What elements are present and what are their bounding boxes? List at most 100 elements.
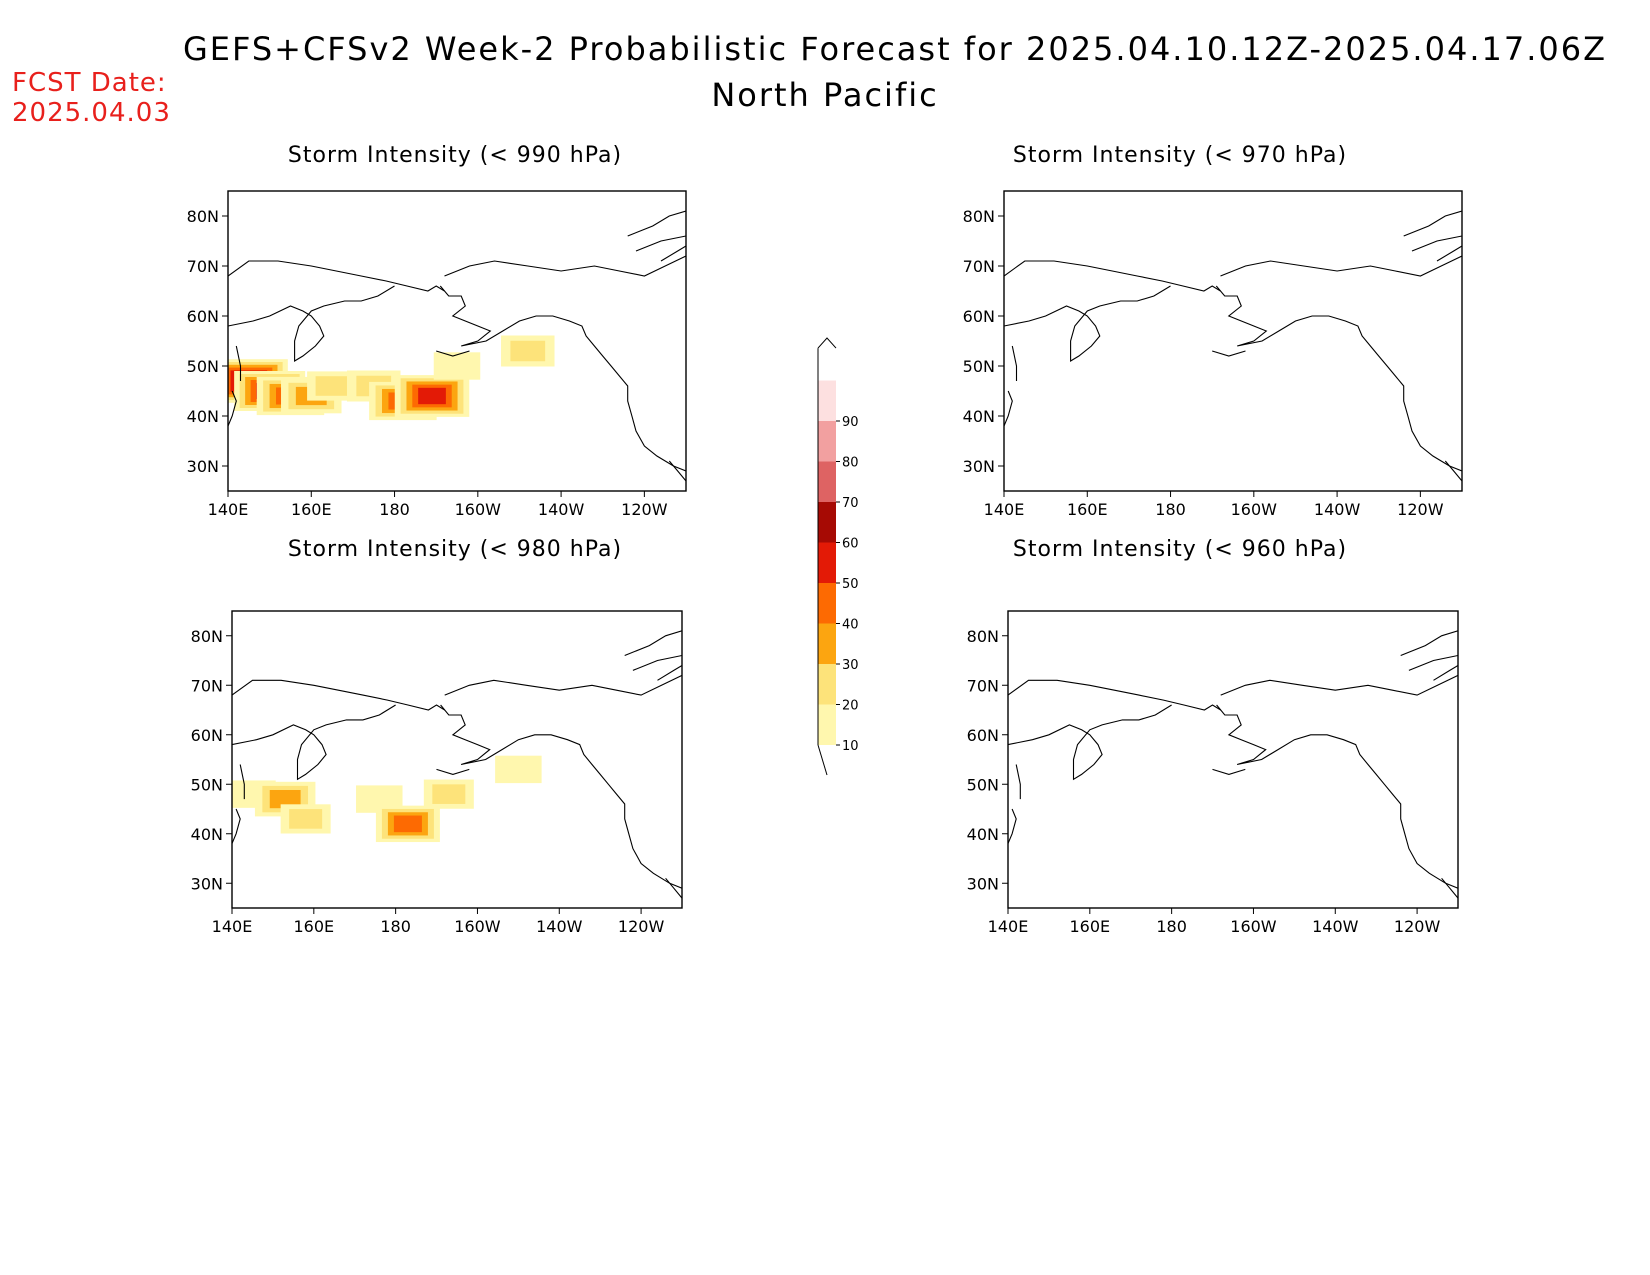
map-panel-0: 140E 160E 180 160W 140W 120W 80N 70N 60N 50N 40N 30… (187, 190, 687, 519)
colorbar-label: 60 (842, 537, 859, 552)
lon-tick-label: 180 (380, 917, 411, 936)
coastline (1212, 768, 1246, 775)
lon-tick-label: 140W (1312, 917, 1359, 936)
coastline (228, 285, 395, 362)
map-panel-3: 140E 160E 180 160W 140W 120W 80N 70N 60N 50N 40N 30… (967, 610, 1459, 936)
coastline (1408, 654, 1458, 671)
colorbar-bin (818, 623, 836, 664)
map-frame (1007, 610, 1459, 909)
lon-tick-label: 160W (1230, 917, 1277, 936)
colorbar-bin (818, 704, 836, 745)
coastline (1011, 345, 1018, 381)
lon-tick-label: 160W (454, 917, 501, 936)
region-subtitle: North Pacific (711, 76, 939, 114)
coastline (235, 345, 242, 381)
colorbar-top-cap (817, 337, 837, 349)
prob-cell (495, 755, 542, 784)
prob-cell (315, 376, 349, 396)
lon-tick-label: 140E (984, 500, 1025, 519)
lon-tick-label: 160E (291, 500, 332, 519)
map-panel-2: 140E 160E 180 160W 140W 120W 80N 70N 60N 50N 40N 30… (191, 610, 683, 936)
lat-tick-label: 40N (191, 825, 223, 844)
coastline (1004, 285, 1171, 362)
forecast-date-label: FCST Date: (12, 68, 167, 98)
prob-cell (432, 784, 466, 804)
coastline (1433, 665, 1458, 681)
coastline (232, 808, 241, 846)
lat-tick-label: 40N (963, 407, 995, 426)
colorbar-bin (818, 461, 836, 502)
lat-tick-label: 80N (967, 627, 999, 646)
panel-title-980: Storm Intensity (< 980 hPa) (287, 537, 623, 562)
coastline (1436, 245, 1462, 262)
forecast-date: FCST Date: 2025.04.03 (12, 68, 171, 128)
colorbar-bottom-cap (817, 744, 828, 776)
prob-cell (393, 815, 422, 833)
lat-tick-label: 60N (191, 726, 223, 745)
prob-cell (433, 352, 481, 380)
coastline (624, 630, 682, 657)
lat-tick-label: 50N (187, 357, 219, 376)
lat-tick-label: 30N (187, 457, 219, 476)
coastline (1411, 235, 1462, 252)
lat-tick-label: 70N (967, 676, 999, 695)
coastline (1008, 808, 1017, 846)
lat-tick-label: 40N (187, 407, 219, 426)
prob-cell (289, 809, 323, 829)
coastline (665, 877, 682, 899)
coastline (657, 665, 682, 681)
coastline (1220, 255, 1462, 277)
lon-tick-label: 160W (1231, 500, 1278, 519)
coastline (635, 235, 686, 252)
lat-tick-label: 30N (963, 457, 995, 476)
lon-tick-label: 120W (621, 500, 668, 519)
lat-tick-label: 60N (967, 726, 999, 745)
coastline (1441, 877, 1458, 899)
panel-title-970: Storm Intensity (< 970 hPa) (1012, 143, 1348, 168)
coastline (444, 674, 682, 696)
lon-tick-label: 140W (536, 917, 583, 936)
colorbar-bin (818, 542, 836, 583)
map-content (228, 210, 686, 482)
coastline (668, 460, 686, 482)
lon-tick-label: 120W (1394, 917, 1441, 936)
lon-tick-label: 160W (455, 500, 502, 519)
lon-tick-label: 160E (1069, 917, 1110, 936)
coastline (632, 654, 682, 671)
lat-tick-label: 70N (187, 257, 219, 276)
colorbar: 10 20 30 40 50 60 70 80 90 (817, 337, 859, 776)
lat-tick-label: 60N (187, 307, 219, 326)
lat-tick-label: 60N (963, 307, 995, 326)
map-content (1008, 630, 1458, 899)
coastline (1215, 285, 1462, 472)
map-panel-1: 140E 160E 180 160W 140W 120W 80N 70N 60N 50N 40N 30… (963, 190, 1463, 519)
colorbar-label: 70 (842, 496, 859, 511)
coastline (1015, 764, 1021, 800)
map-frame (1003, 190, 1463, 492)
lon-tick-label: 140E (208, 500, 249, 519)
colorbar-label: 10 (842, 739, 859, 754)
lon-tick-label: 140W (538, 500, 585, 519)
coastline (444, 255, 686, 277)
forecast-date-value: 2025.04.03 (12, 98, 171, 128)
lat-tick-label: 30N (967, 874, 999, 893)
coastline (1216, 704, 1458, 889)
coastline (228, 260, 445, 292)
lat-tick-label: 40N (967, 825, 999, 844)
coastline (627, 210, 686, 237)
lon-tick-label: 120W (1397, 500, 1444, 519)
lon-tick-label: 180 (379, 500, 410, 519)
lat-tick-label: 70N (963, 257, 995, 276)
colorbar-bin (818, 583, 836, 624)
coastline (660, 245, 686, 262)
lon-tick-label: 140E (212, 917, 253, 936)
coastline (1004, 260, 1221, 292)
map-content (232, 630, 682, 899)
coastline (1008, 704, 1172, 781)
coastline (1400, 630, 1458, 657)
coastline (239, 764, 245, 800)
colorbar-label: 30 (842, 658, 859, 673)
map-frame (231, 610, 683, 909)
lon-tick-label: 180 (1156, 917, 1187, 936)
lon-tick-label: 180 (1155, 500, 1186, 519)
